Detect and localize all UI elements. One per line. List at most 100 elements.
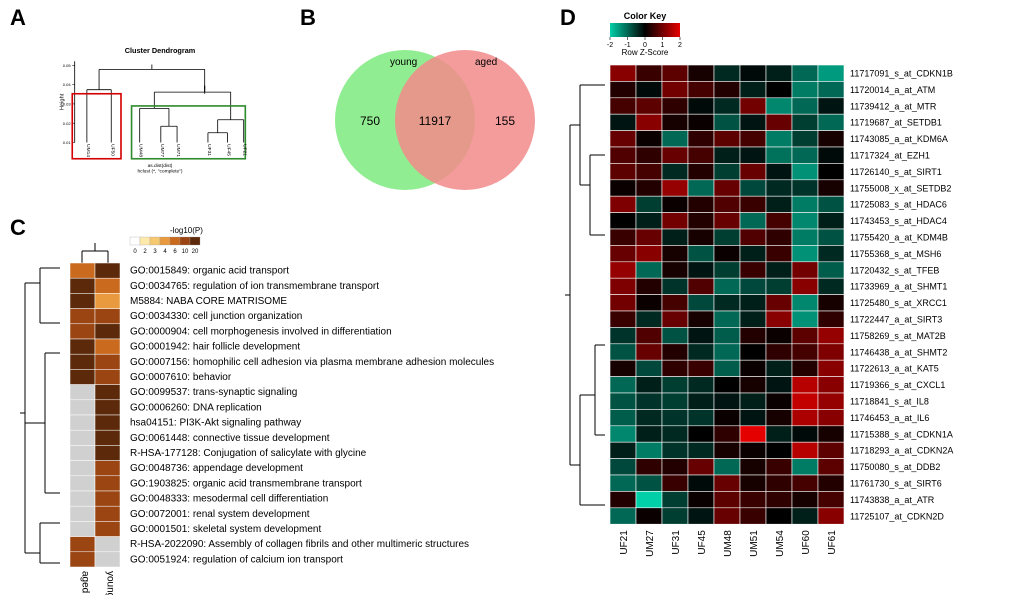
svg-text:UF31: UF31	[206, 144, 212, 156]
c-row-labels: GO:0015849: organic acid transport GO:003…	[130, 266, 494, 566]
panel-d-letter: D	[560, 5, 576, 31]
svg-text:11722613_a_at_KAT5: 11722613_a_at_KAT5	[850, 364, 939, 374]
svg-text:UF21: UF21	[619, 530, 630, 555]
svg-text:UF45: UF45	[697, 530, 708, 555]
svg-text:UM48: UM48	[138, 144, 144, 157]
svg-text:0.04: 0.04	[63, 82, 72, 87]
svg-text:6: 6	[173, 249, 177, 255]
svg-text:0.05: 0.05	[63, 63, 72, 68]
svg-text:UM48: UM48	[723, 530, 734, 557]
c-legend: -log10(P) 02346 1020	[130, 226, 203, 255]
svg-text:11755420_a_at_KDM4B: 11755420_a_at_KDM4B	[850, 232, 948, 242]
svg-text:GO:0007156: homophilic cell ad: GO:0007156: homophilic cell adhesion via…	[130, 357, 494, 368]
svg-text:GO:0000904: cell morphogenesis: GO:0000904: cell morphogenesis involved …	[130, 326, 392, 337]
d-color-key: Color Key -2-1012 Row Z-Score	[607, 11, 682, 57]
svg-text:11743838_a_at_ATR: 11743838_a_at_ATR	[850, 495, 935, 505]
svg-text:aged: aged	[80, 571, 91, 593]
svg-text:hsa04151: PI3K-Akt signaling p: hsa04151: PI3K-Akt signaling pathway	[130, 418, 301, 429]
svg-text:GO:0051924: regulation of calc: GO:0051924: regulation of calcium ion tr…	[130, 554, 343, 565]
d-key-label: Row Z-Score	[622, 48, 669, 57]
svg-text:GO:0034330: cell junction orga: GO:0034330: cell junction organization	[130, 311, 302, 322]
svg-text:11755008_x_at_SETDB2: 11755008_x_at_SETDB2	[850, 183, 951, 193]
svg-text:UM27: UM27	[645, 530, 656, 557]
dend-xlabel2: hclust (*, "complete")	[137, 169, 182, 175]
c-legend-title: -log10(P)	[170, 226, 203, 235]
venn-count-overlap: 11917	[419, 114, 452, 128]
svg-text:11725480_s_at_XRCC1: 11725480_s_at_XRCC1	[850, 298, 947, 308]
svg-text:11733969_a_at_SHMT1: 11733969_a_at_SHMT1	[850, 282, 947, 292]
dend-title: Cluster Dendrogram	[125, 46, 196, 55]
svg-text:UM71: UM71	[175, 144, 181, 157]
heatmap-c: -log10(P) 02346 1020 GO:0015849: organic …	[10, 215, 560, 595]
svg-text:11715388_s_at_CDKN1A: 11715388_s_at_CDKN1A	[850, 429, 953, 439]
panel-a-letter: A	[10, 5, 26, 31]
svg-text:GO:0001942: hair follicle deve: GO:0001942: hair follicle development	[130, 342, 300, 353]
dend-ylabel: Height	[59, 93, 65, 110]
venn-count-left: 750	[360, 114, 380, 128]
svg-text:GO:0099537: trans-synaptic sig: GO:0099537: trans-synaptic signaling	[130, 387, 297, 398]
venn: young aged 750 11917 155	[300, 5, 560, 205]
svg-text:GO:0034765: regulation of ion: GO:0034765: regulation of ion transmembr…	[130, 281, 379, 292]
svg-text:11719366_s_at_CXCL1: 11719366_s_at_CXCL1	[850, 380, 945, 390]
heatmap-d: Color Key -2-1012 Row Z-Score 11717091	[560, 5, 1010, 605]
svg-text:M5884: NABA CORE MATRISOME: M5884: NABA CORE MATRISOME	[130, 296, 287, 307]
svg-text:UM54: UM54	[775, 530, 786, 557]
svg-text:11717091_s_at_CDKN1B: 11717091_s_at_CDKN1B	[850, 68, 953, 78]
svg-text:UM77: UM77	[159, 144, 165, 157]
svg-text:11746438_a_at_SHMT2: 11746438_a_at_SHMT2	[850, 347, 947, 357]
svg-text:11743085_a_at_KDM6A: 11743085_a_at_KDM6A	[850, 134, 948, 144]
svg-text:11722447_a_at_SIRT3: 11722447_a_at_SIRT3	[850, 314, 942, 324]
svg-text:20: 20	[192, 249, 199, 255]
svg-text:11758269_s_at_MAT2B: 11758269_s_at_MAT2B	[850, 331, 946, 341]
venn-count-right: 155	[495, 114, 515, 128]
svg-text:11718841_s_at_IL8: 11718841_s_at_IL8	[850, 396, 929, 406]
svg-text:young: young	[105, 571, 116, 595]
panel-b-letter: B	[300, 5, 316, 31]
d-heat-cells	[610, 65, 844, 524]
svg-text:11717324_at_EZH1: 11717324_at_EZH1	[850, 150, 930, 160]
svg-text:R-HSA-2022090: Assembly of col: R-HSA-2022090: Assembly of collagen fibr…	[130, 539, 469, 550]
svg-text:GO:0072001: renal system devel: GO:0072001: renal system development	[130, 509, 310, 520]
c-col-labels: aged young	[80, 571, 116, 595]
svg-text:GO:0001501: skeletal system de: GO:0001501: skeletal system development	[130, 524, 321, 535]
c-row-dend	[20, 268, 60, 563]
svg-text:3: 3	[153, 249, 157, 255]
svg-text:UF60: UF60	[801, 530, 812, 555]
svg-text:11761730_s_at_SIRT6: 11761730_s_at_SIRT6	[850, 478, 942, 488]
dendrogram-a: Cluster Dendrogram 0.010.020.030.040.05 …	[45, 45, 275, 175]
svg-text:10: 10	[182, 249, 189, 255]
svg-text:GO:0048333: mesodermal cell di: GO:0048333: mesodermal cell differentiat…	[130, 494, 328, 505]
svg-text:0.02: 0.02	[63, 121, 72, 126]
svg-text:0.01: 0.01	[63, 140, 72, 145]
svg-text:0: 0	[133, 249, 137, 255]
svg-text:11718293_a_at_CDKN2A: 11718293_a_at_CDKN2A	[850, 446, 953, 456]
d-row-dend	[565, 85, 605, 505]
svg-text:11743453_s_at_HDAC4: 11743453_s_at_HDAC4	[850, 216, 947, 226]
dend-xlabel1: as.dist(dist)	[148, 163, 173, 169]
svg-text:11746453_a_at_IL6: 11746453_a_at_IL6	[850, 413, 929, 423]
svg-text:11755368_s_at_MSH6: 11755368_s_at_MSH6	[850, 249, 941, 259]
panel-d: D Color Key -2-1012 Row Z-Score	[560, 5, 1010, 605]
svg-text:2: 2	[678, 42, 682, 49]
dend-leaves: UM14UF50UM48UM77UM71UF31UF45UF21	[85, 144, 248, 157]
svg-text:GO:0015849: organic acid trans: GO:0015849: organic acid transport	[130, 266, 289, 277]
d-col-labels: UF21UM27UF31UF45UM48UM51UM54UF60UF61	[619, 530, 838, 557]
c-heat-cells	[70, 263, 120, 567]
d-key-title: Color Key	[624, 11, 667, 21]
svg-text:UF45: UF45	[225, 144, 231, 156]
svg-text:R-HSA-177128: Conjugation of s: R-HSA-177128: Conjugation of salicylate …	[130, 448, 367, 459]
svg-text:2: 2	[143, 249, 147, 255]
venn-label-right: aged	[475, 57, 497, 68]
svg-text:UM51: UM51	[749, 530, 760, 557]
svg-text:UF50: UF50	[109, 144, 115, 156]
svg-text:4: 4	[163, 249, 167, 255]
d-row-labels: 11717091_s_at_CDKN1B11720014_a_at_ATM117…	[850, 68, 953, 521]
svg-text:GO:0006260: DNA replication: GO:0006260: DNA replication	[130, 402, 262, 413]
panel-c: C -log10(P) 023461020 GO:0015849: organi…	[10, 215, 560, 605]
svg-text:UF31: UF31	[671, 530, 682, 555]
svg-text:11725107_at_CDKN2D: 11725107_at_CDKN2D	[850, 511, 944, 521]
svg-text:11720432_s_at_TFEB: 11720432_s_at_TFEB	[850, 265, 939, 275]
c-col-dend	[82, 243, 108, 263]
svg-text:GO:1903825: organic acid trans: GO:1903825: organic acid transmembrane t…	[130, 478, 362, 489]
svg-text:GO:0007610: behavior: GO:0007610: behavior	[130, 372, 232, 383]
